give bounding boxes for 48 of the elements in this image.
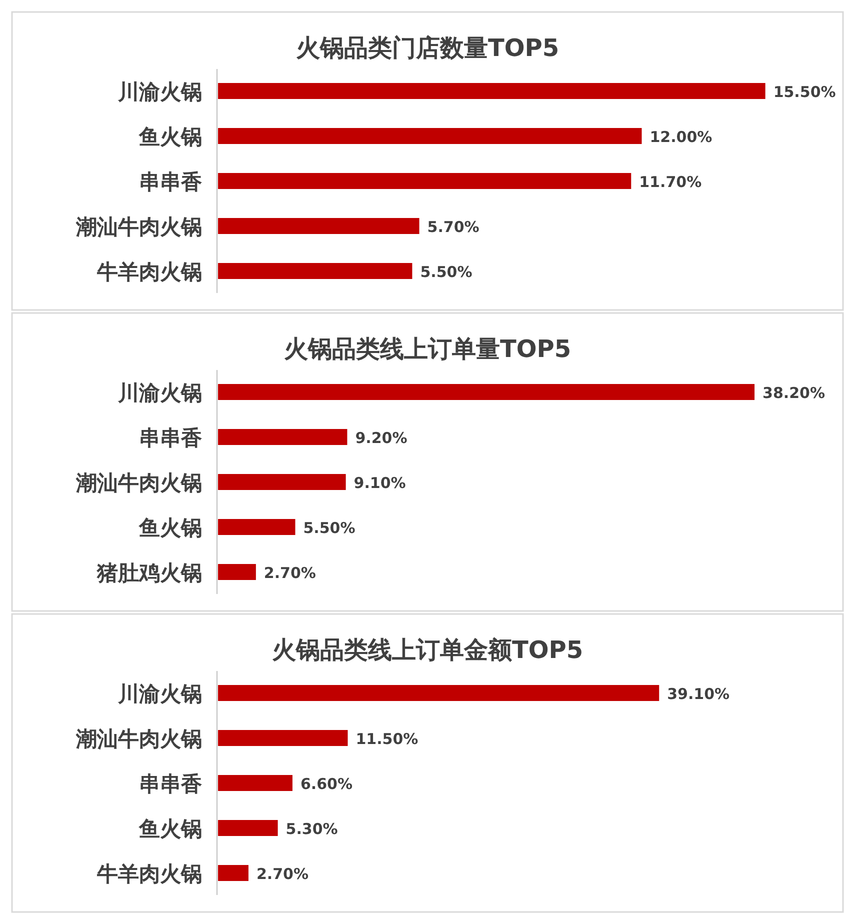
bar	[218, 173, 632, 189]
bar	[218, 128, 642, 144]
data-label: 5.50%	[420, 263, 472, 281]
y-tick-label: 川渝火锅	[117, 682, 202, 706]
bar	[218, 263, 412, 279]
bar	[218, 519, 296, 535]
bar	[218, 775, 292, 791]
bar	[218, 83, 766, 99]
data-label: 39.10%	[667, 685, 730, 703]
bar	[218, 429, 348, 445]
data-label: 9.20%	[355, 429, 408, 447]
data-label: 5.50%	[303, 519, 356, 537]
y-tick-label: 潮汕牛肉火锅	[75, 215, 202, 239]
bar	[218, 564, 256, 580]
data-label: 11.70%	[639, 173, 702, 191]
bar	[218, 474, 346, 490]
data-label: 15.50%	[773, 83, 836, 101]
bar	[218, 820, 278, 836]
y-tick-label: 川渝火锅	[117, 80, 202, 104]
data-label: 38.20%	[762, 384, 825, 402]
data-label: 2.70%	[264, 564, 316, 582]
data-label: 2.70%	[256, 865, 309, 883]
y-tick-label: 鱼火锅	[138, 125, 202, 149]
chart-title: 火锅品类线上订单量TOP5	[282, 335, 572, 363]
y-tick-label: 猪肚鸡火锅	[96, 561, 202, 585]
bar	[218, 218, 420, 234]
data-label: 9.10%	[354, 474, 406, 492]
data-label: 6.60%	[300, 775, 353, 793]
y-tick-label: 牛羊肉火锅	[96, 260, 202, 284]
data-label: 11.50%	[356, 730, 418, 748]
data-label: 12.00%	[650, 128, 712, 146]
y-tick-label: 串串香	[139, 772, 202, 796]
chart-title: 火锅品类线上订单金额TOP5	[270, 636, 584, 664]
data-label: 5.70%	[427, 218, 480, 236]
y-tick-label: 串串香	[139, 170, 202, 194]
y-tick-label: 潮汕牛肉火锅	[75, 727, 202, 751]
y-tick-label: 川渝火锅	[117, 381, 202, 405]
data-label: 5.30%	[286, 820, 338, 838]
y-tick-label: 潮汕牛肉火锅	[75, 471, 202, 495]
chart-title: 火锅品类门店数量TOP5	[294, 34, 560, 62]
y-tick-label: 鱼火锅	[138, 516, 202, 540]
bar	[218, 384, 755, 400]
bar	[218, 730, 348, 746]
y-tick-label: 串串香	[139, 426, 202, 450]
bar	[218, 685, 660, 701]
bar	[218, 865, 248, 881]
y-tick-label: 牛羊肉火锅	[96, 862, 202, 886]
y-tick-label: 鱼火锅	[138, 817, 202, 841]
